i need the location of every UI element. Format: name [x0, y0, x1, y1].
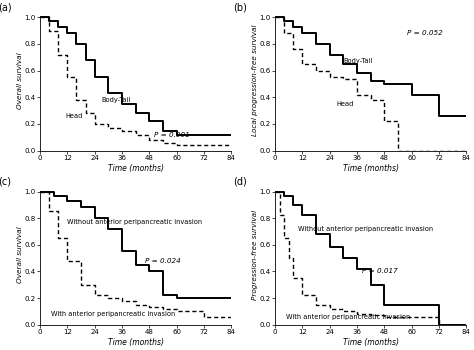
- Y-axis label: Overall survival: Overall survival: [17, 52, 23, 109]
- Text: P = 0.052: P = 0.052: [407, 30, 443, 36]
- X-axis label: Time (months): Time (months): [108, 163, 164, 173]
- Y-axis label: Progression-free survival: Progression-free survival: [252, 210, 258, 300]
- Text: Head: Head: [337, 101, 354, 107]
- X-axis label: Time (months): Time (months): [343, 163, 399, 173]
- Text: With anterior peripancreatic invasion: With anterior peripancreatic invasion: [52, 311, 176, 317]
- Text: Body-Tail: Body-Tail: [343, 58, 373, 64]
- Text: Body-Tail: Body-Tail: [101, 97, 131, 103]
- Text: (d): (d): [233, 176, 246, 187]
- Text: P = 0.024: P = 0.024: [145, 258, 181, 264]
- Text: (a): (a): [0, 2, 12, 12]
- Text: P = 0.001: P = 0.001: [154, 132, 190, 138]
- Text: (b): (b): [233, 2, 247, 12]
- Text: Head: Head: [65, 113, 82, 119]
- Text: (c): (c): [0, 176, 11, 187]
- Text: Without anterior peripancreatic invasion: Without anterior peripancreatic invasion: [298, 226, 433, 232]
- X-axis label: Time (months): Time (months): [343, 338, 399, 346]
- Text: With anterior peripancreatic invasion: With anterior peripancreatic invasion: [286, 314, 410, 320]
- Text: Without anterior peripancreatic invasion: Without anterior peripancreatic invasion: [67, 219, 202, 225]
- Text: P = 0.017: P = 0.017: [362, 268, 397, 274]
- Y-axis label: Local progression-free survival: Local progression-free survival: [252, 25, 258, 136]
- X-axis label: Time (months): Time (months): [108, 338, 164, 346]
- Y-axis label: Overall survival: Overall survival: [17, 226, 23, 283]
